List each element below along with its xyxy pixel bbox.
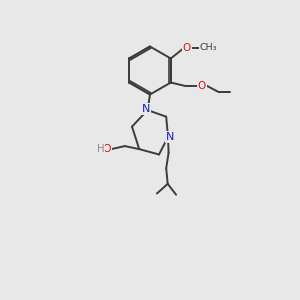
Text: O: O xyxy=(103,144,111,154)
Text: O: O xyxy=(198,81,206,91)
Text: H: H xyxy=(97,144,104,154)
Text: O: O xyxy=(183,43,191,53)
Text: N: N xyxy=(166,132,174,142)
Text: CH₃: CH₃ xyxy=(200,43,217,52)
Text: N: N xyxy=(142,104,151,114)
